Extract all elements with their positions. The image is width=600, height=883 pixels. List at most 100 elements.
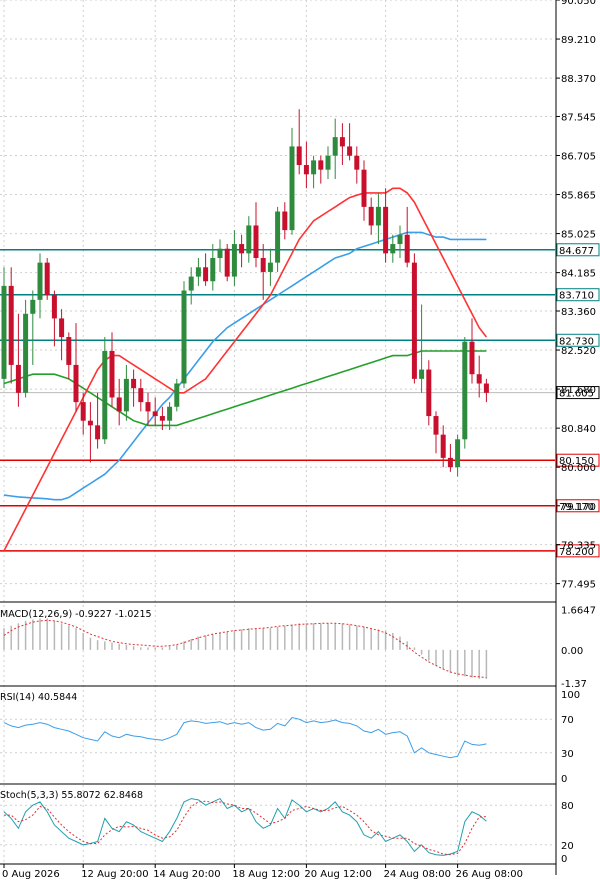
stoch-d-line: [4, 800, 487, 856]
price-levels: 84.677 83.710 82.730 80.150 79.170 78.200 81.6…: [0, 243, 600, 558]
candle-bull: [123, 378, 129, 412]
candle-bull: [455, 439, 461, 468]
candle-bear: [440, 434, 446, 458]
time-tick-label: 26 Aug 08:00: [456, 869, 523, 880]
macd-tick-label: 0.00: [561, 646, 583, 657]
candle-bull: [167, 406, 173, 421]
price-tick-label: 86.705: [561, 151, 596, 162]
candle-bull: [289, 146, 295, 231]
candle-bear: [224, 248, 230, 277]
level-label-box: [556, 288, 600, 302]
candle-bear: [87, 420, 93, 426]
level-label: 80.150: [559, 456, 594, 467]
rsi-tick-label: 100: [561, 690, 580, 701]
candle-bull: [174, 383, 180, 407]
candle-bear: [80, 402, 86, 421]
candle-bull: [231, 244, 237, 277]
price-tick-label: 81.680: [561, 385, 596, 396]
candle-bull: [375, 206, 381, 226]
candle-bear: [347, 146, 353, 156]
candle-bear: [296, 146, 302, 166]
price-tick-label: 89.210: [561, 35, 596, 46]
price-tick-label: 83.360: [561, 307, 596, 318]
stoch-tick-label: 0: [561, 854, 567, 865]
candle-bull: [181, 290, 187, 384]
candle-bull: [246, 225, 252, 254]
candle-bear: [426, 369, 432, 417]
candle-bear: [253, 225, 259, 258]
sma-slow-line: [3, 231, 487, 501]
candle-bear: [411, 262, 417, 379]
candle-bear: [73, 364, 79, 403]
price-tick-label: 85.025: [561, 230, 596, 241]
candle-bear: [51, 295, 57, 319]
macd-signal-line: [3, 619, 487, 679]
candle-bear: [66, 337, 72, 365]
candle-bear: [145, 402, 151, 412]
candle-bear: [59, 318, 65, 338]
macd-tick-label: 1.6647: [561, 606, 596, 617]
candle-bear: [203, 267, 209, 282]
level-label: 83.710: [559, 291, 594, 302]
price-tick-label: 78.335: [561, 541, 596, 552]
rsi-panel: 100 70 30 0 RSI(14) 40.5844: [0, 690, 580, 785]
macd-panel: 1.6647 0.00 -1.37 MACD(12,26,9) -0.9227 -1.…: [0, 606, 596, 690]
candle-bull: [397, 234, 403, 245]
stoch-tick-label: 20: [561, 841, 574, 852]
stoch-tick-label: 80: [561, 801, 574, 812]
candle-bear: [483, 383, 489, 393]
candle-bull: [102, 350, 108, 440]
price-tick-label: 87.545: [561, 112, 596, 123]
candle-bear: [131, 378, 137, 389]
price-tick-label: 77.495: [561, 580, 596, 591]
candle-bear: [303, 165, 309, 175]
candle-bull: [390, 244, 396, 254]
candle-bull: [30, 299, 36, 314]
price-tick-label: 82.520: [561, 346, 596, 357]
rsi-tick-label: 0: [561, 774, 567, 785]
candle-bull: [195, 267, 201, 277]
candle-bull: [325, 155, 331, 170]
candle-bear: [318, 160, 324, 170]
candle-bull: [188, 276, 194, 291]
level-label: 84.677: [559, 246, 594, 257]
candle-bear: [354, 155, 360, 170]
level-label-box: [556, 453, 600, 467]
current-price-box: [556, 386, 600, 400]
price-tick-label: 80.840: [561, 424, 596, 435]
rsi-label: RSI(14) 40.5844: [0, 692, 77, 703]
candle-bear: [469, 341, 475, 375]
time-tick-label: 14 Aug 20:00: [153, 869, 220, 880]
candle-bear: [44, 262, 50, 296]
candle-bear: [95, 425, 101, 440]
time-tick-label: 18 Aug 12:00: [232, 869, 299, 880]
rsi-line: [3, 716, 487, 759]
candle-bear: [239, 244, 245, 254]
candle-bull: [37, 262, 43, 300]
candle-bear: [368, 206, 374, 226]
candle-bull: [1, 285, 7, 379]
candle-bear: [159, 416, 165, 421]
candle-bull: [462, 341, 468, 440]
candle-bull: [267, 262, 273, 272]
macd-label: MACD(12,26,9) -0.9227 -1.0215: [0, 609, 152, 620]
time-tick-label: 20 Aug 12:00: [304, 869, 371, 880]
candle-bull: [419, 369, 425, 379]
candle-bull: [23, 313, 29, 393]
stoch-k-line: [3, 797, 487, 856]
candle-bear: [152, 411, 158, 417]
candle-bull: [332, 137, 338, 156]
candle-bull: [217, 248, 223, 258]
level-label: 78.200: [559, 547, 594, 558]
stoch-label: Stoch(5,3,3) 55.8072 62.8468: [0, 790, 143, 801]
macd-tick-label: -1.37: [561, 679, 587, 690]
candle-bear: [282, 211, 288, 231]
sma-fast-line: [3, 187, 488, 552]
candle-bear: [447, 457, 453, 468]
level-label: 82.730: [559, 336, 594, 347]
sma-mid-line: [3, 350, 487, 427]
price-tick-label: 80.000: [561, 463, 596, 474]
level-label-box: [556, 333, 600, 347]
